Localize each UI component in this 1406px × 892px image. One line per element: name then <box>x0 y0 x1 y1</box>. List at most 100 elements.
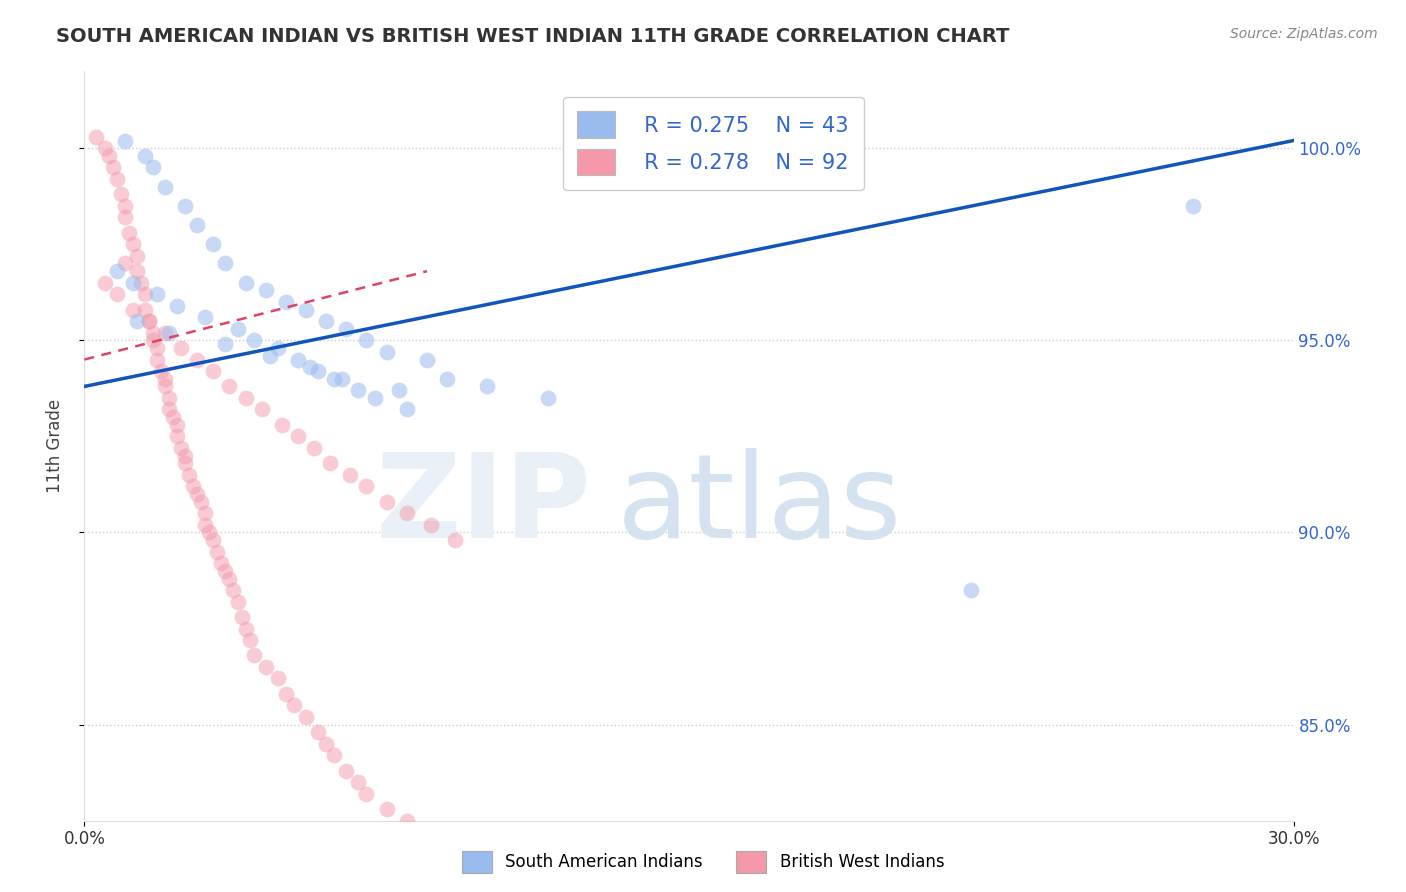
Point <box>214 564 236 578</box>
Point <box>222 583 245 598</box>
Point <box>186 352 208 367</box>
Point <box>270 417 292 432</box>
Point <box>134 302 156 317</box>
Point <box>157 326 180 340</box>
Point <box>537 890 560 892</box>
Point <box>287 429 309 443</box>
Point <box>202 364 225 378</box>
Point <box>319 456 342 470</box>
Text: atlas: atlas <box>616 449 901 564</box>
Point <box>267 341 290 355</box>
Point <box>86 129 108 144</box>
Point <box>190 494 212 508</box>
Point <box>287 352 309 367</box>
Point <box>250 402 273 417</box>
Point <box>537 391 560 405</box>
Point <box>174 456 197 470</box>
Point <box>153 372 176 386</box>
Point <box>138 314 160 328</box>
Point <box>153 179 176 194</box>
Point <box>170 341 193 355</box>
Point <box>242 334 264 348</box>
Point <box>274 687 297 701</box>
Point <box>242 648 264 663</box>
Point <box>267 672 290 686</box>
Legend: South American Indians, British West Indians: South American Indians, British West Ind… <box>456 845 950 880</box>
Point <box>218 572 240 586</box>
Point <box>121 237 143 252</box>
Point <box>339 467 361 482</box>
Point <box>142 334 165 348</box>
Point <box>239 633 262 648</box>
Point <box>134 287 156 301</box>
Point <box>110 187 132 202</box>
Point <box>388 384 411 398</box>
Point <box>97 149 120 163</box>
Point <box>125 249 148 263</box>
Point <box>202 237 225 252</box>
Point <box>138 314 160 328</box>
Point <box>93 276 115 290</box>
Point <box>375 802 398 816</box>
Point <box>375 344 398 359</box>
Point <box>166 299 188 313</box>
Point <box>516 879 538 892</box>
Point <box>114 256 136 270</box>
Point <box>146 341 169 355</box>
Point <box>93 141 115 155</box>
Point <box>960 583 983 598</box>
Point <box>166 429 188 443</box>
Point <box>254 660 277 674</box>
Point <box>198 525 221 540</box>
Point <box>356 787 378 801</box>
Point <box>166 417 188 432</box>
Legend:   R = 0.275    N = 43,   R = 0.278    N = 92: R = 0.275 N = 43, R = 0.278 N = 92 <box>562 96 863 190</box>
Point <box>101 161 124 175</box>
Point <box>114 199 136 213</box>
Point <box>363 391 385 405</box>
Point <box>315 314 337 328</box>
Point <box>186 487 208 501</box>
Point <box>105 287 128 301</box>
Point <box>477 379 499 393</box>
Point <box>330 372 353 386</box>
Point <box>477 852 499 866</box>
Point <box>174 199 197 213</box>
Point <box>356 479 378 493</box>
Point <box>335 764 357 778</box>
Text: SOUTH AMERICAN INDIAN VS BRITISH WEST INDIAN 11TH GRADE CORRELATION CHART: SOUTH AMERICAN INDIAN VS BRITISH WEST IN… <box>56 27 1010 45</box>
Point <box>114 211 136 225</box>
Point <box>186 218 208 232</box>
Point <box>125 314 148 328</box>
Point <box>114 134 136 148</box>
Point <box>162 410 184 425</box>
Point <box>1181 199 1204 213</box>
Point <box>121 276 143 290</box>
Point <box>118 226 141 240</box>
Point <box>456 840 478 855</box>
Point <box>259 349 281 363</box>
Point <box>194 517 217 532</box>
Point <box>395 402 418 417</box>
Point <box>307 725 329 739</box>
Point <box>125 264 148 278</box>
Point <box>356 334 378 348</box>
Point <box>134 149 156 163</box>
Point <box>395 506 418 520</box>
Point <box>235 622 257 636</box>
Point <box>194 310 217 325</box>
Point <box>226 594 249 608</box>
Point <box>202 533 225 548</box>
Point <box>323 748 346 763</box>
Point <box>153 326 176 340</box>
Point <box>181 479 204 493</box>
Point <box>179 467 201 482</box>
Point <box>105 172 128 186</box>
Point <box>395 814 418 828</box>
Point <box>142 326 165 340</box>
Point <box>146 352 169 367</box>
Point <box>299 360 322 375</box>
Point <box>174 449 197 463</box>
Point <box>436 833 458 847</box>
Point <box>444 533 467 548</box>
